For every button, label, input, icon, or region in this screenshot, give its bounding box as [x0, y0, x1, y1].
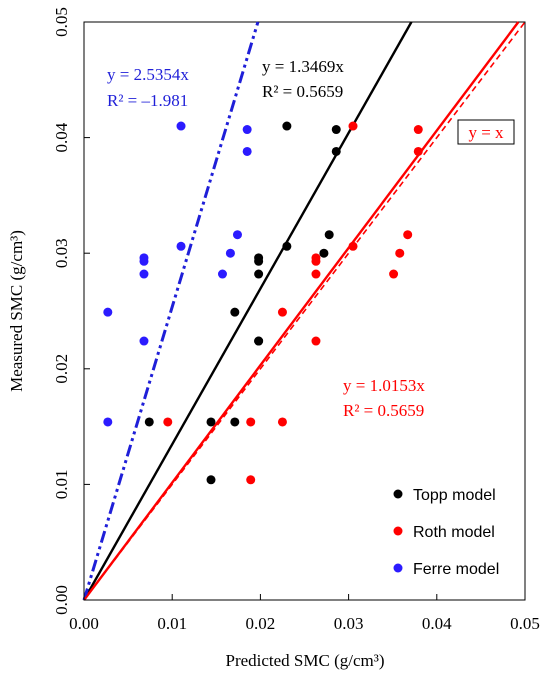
x-tick-label: 0.03 — [334, 614, 364, 633]
point-topp-model — [331, 146, 341, 156]
point-ferre-model — [139, 336, 149, 346]
point-roth-model — [311, 253, 321, 263]
legend-marker-roth — [393, 526, 403, 536]
point-ferre-model — [103, 417, 113, 427]
point-ferre-model — [176, 241, 186, 251]
y-tick-label: 0.04 — [52, 122, 71, 152]
point-roth-model — [311, 269, 321, 279]
point-topp-model — [254, 253, 264, 263]
roth-equation-line2: R² = 0.5659 — [343, 401, 424, 420]
legend-label-ferre: Ferre model — [413, 561, 499, 578]
y-tick-label: 0.05 — [52, 7, 71, 37]
point-topp-model — [206, 417, 216, 427]
point-topp-model — [254, 269, 264, 279]
legend-label-topp: Topp model — [413, 487, 496, 504]
fit-line-roth-model — [83, 21, 520, 601]
x-axis-title: Predicted SMC (g/cm³) — [225, 651, 384, 670]
x-tick-label: 0.02 — [246, 614, 276, 633]
legend-item-ferre: Ferre model — [393, 561, 499, 578]
roth-equation-line1: y = 1.0153x — [343, 376, 425, 395]
point-roth-model — [246, 417, 256, 427]
legend-label-roth: Roth model — [413, 524, 495, 541]
point-ferre-model — [225, 248, 235, 258]
ferre-equation-line2: R² = –1.981 — [107, 91, 188, 110]
point-topp-model — [254, 336, 264, 346]
point-roth-model — [246, 475, 256, 485]
point-ferre-model — [139, 269, 149, 279]
data-points — [103, 121, 423, 485]
plot-area — [83, 21, 526, 601]
point-ferre-model — [232, 230, 242, 240]
legend: Topp model Roth model Ferre model — [393, 487, 499, 578]
point-topp-model — [324, 230, 334, 240]
point-roth-model — [311, 336, 321, 346]
point-roth-model — [277, 307, 287, 317]
point-roth-model — [413, 146, 423, 156]
legend-marker-topp — [393, 489, 403, 499]
y-axis-ticks: 0.00 0.01 0.02 0.03 0.04 0.05 — [52, 7, 90, 615]
point-roth-model — [348, 121, 358, 131]
y-tick-label: 0.03 — [52, 238, 71, 268]
point-roth-model — [348, 241, 358, 251]
topp-equation: y = 1.3469x R² = 0.5659 — [262, 57, 344, 101]
point-roth-model — [403, 230, 413, 240]
point-topp-model — [282, 121, 292, 131]
roth-equation: y = 1.0153x R² = 0.5659 — [343, 376, 425, 420]
point-ferre-model — [242, 146, 252, 156]
x-tick-label: 0.05 — [510, 614, 540, 633]
x-axis-ticks: 0.00 0.01 0.02 0.03 0.04 0.05 — [69, 594, 540, 633]
fit-line-ferre-model — [82, 21, 260, 601]
legend-marker-ferre — [393, 563, 403, 573]
point-topp-model — [319, 248, 329, 258]
legend-item-topp: Topp model — [393, 487, 496, 504]
point-topp-model — [206, 475, 216, 485]
identity-label-box — [457, 119, 515, 145]
y-tick-label: 0.02 — [52, 354, 71, 384]
fit-line-1-1 — [83, 21, 526, 601]
point-ferre-model — [103, 307, 113, 317]
ferre-equation-line1: y = 2.5354x — [107, 65, 189, 84]
y-axis-title: Measured SMC (g/cm³) — [7, 230, 26, 392]
topp-equation-line2: R² = 0.5659 — [262, 82, 343, 101]
ferre-equation: y = 2.5354x R² = –1.981 — [107, 65, 189, 110]
topp-equation-line1: y = 1.3469x — [262, 57, 344, 76]
identity-label: y = x — [457, 119, 515, 145]
identity-label-text: y = x — [468, 123, 504, 142]
point-topp-model — [230, 417, 240, 427]
x-tick-label: 0.01 — [157, 614, 187, 633]
point-ferre-model — [217, 269, 227, 279]
point-roth-model — [395, 248, 405, 258]
point-ferre-model — [242, 125, 252, 135]
point-roth-model — [163, 417, 173, 427]
legend-item-roth: Roth model — [393, 524, 495, 541]
fit-lines — [82, 21, 526, 601]
point-ferre-model — [176, 121, 186, 131]
x-tick-label: 0.04 — [422, 614, 452, 633]
point-topp-model — [331, 125, 341, 135]
y-tick-label: 0.00 — [52, 585, 71, 615]
fit-line-topp-model — [82, 21, 413, 601]
point-roth-model — [277, 417, 287, 427]
point-topp-model — [282, 241, 292, 251]
point-roth-model — [413, 125, 423, 135]
y-tick-label: 0.01 — [52, 470, 71, 500]
point-topp-model — [144, 417, 154, 427]
point-topp-model — [230, 307, 240, 317]
point-roth-model — [389, 269, 399, 279]
point-ferre-model — [139, 253, 149, 263]
x-tick-label: 0.00 — [69, 614, 99, 633]
